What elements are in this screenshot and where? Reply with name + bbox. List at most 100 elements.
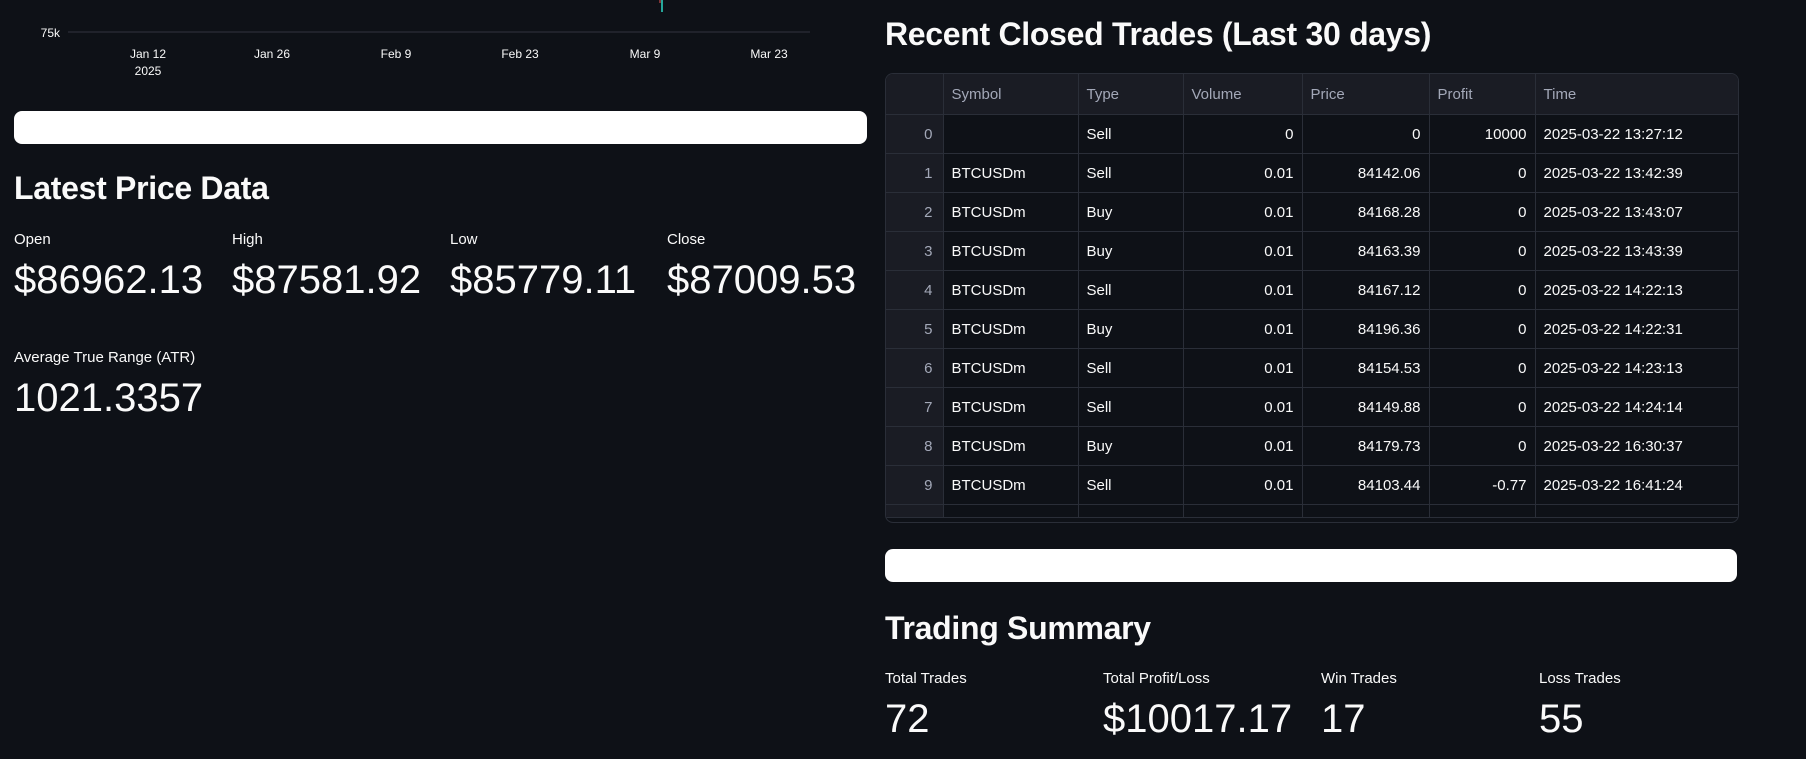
table-row[interactable]: 0 Sell 0 0 10000 2025-03-22 13:27:12: [886, 114, 1738, 154]
time-cell[interactable]: 2025-03-22 13:42:39: [1535, 153, 1738, 193]
table-row[interactable]: 1 BTCUSDm Sell 0.01 84142.06 0 2025-03-22 13:4…: [886, 153, 1738, 193]
price-cell[interactable]: 84103.44: [1302, 465, 1430, 505]
type-cell[interactable]: Sell: [1078, 114, 1184, 154]
type-cell[interactable]: Buy: [1078, 309, 1184, 349]
price-cell[interactable]: 84168.28: [1302, 192, 1430, 232]
volume-cell[interactable]: 0.01: [1183, 426, 1303, 466]
table-row[interactable]: 9 BTCUSDm Sell 0.01 84103.44 -0.77 2025-03-22 …: [886, 465, 1738, 505]
profit-cell[interactable]: 10000: [1429, 114, 1536, 154]
symbol-cell[interactable]: BTCUSDm: [943, 231, 1079, 271]
profit-cell[interactable]: 0: [1429, 426, 1536, 466]
volume-cell[interactable]: 0.01: [1183, 465, 1303, 505]
type-cell[interactable]: Buy: [1078, 192, 1184, 232]
x-tick-label: Feb 23: [501, 47, 539, 61]
profit-cell[interactable]: 0: [1429, 348, 1536, 388]
price-cell[interactable]: 84142.06: [1302, 153, 1430, 193]
column-header-type[interactable]: Type: [1078, 74, 1184, 115]
profit-cell[interactable]: 0: [1429, 153, 1536, 193]
symbol-cell[interactable]: BTCUSDm: [943, 270, 1079, 310]
close-metric: Close $87009.53: [667, 230, 856, 306]
row-index[interactable]: 6: [886, 348, 944, 388]
type-cell[interactable]: Sell: [1078, 348, 1184, 388]
symbol-cell[interactable]: BTCUSDm: [943, 192, 1079, 232]
profit-cell[interactable]: 0: [1429, 231, 1536, 271]
volume-cell[interactable]: 0.01: [1183, 270, 1303, 310]
time-cell[interactable]: 2025-03-22 14:23:13: [1535, 348, 1738, 388]
profit-cell[interactable]: 0: [1429, 309, 1536, 349]
column-header-volume[interactable]: Volume: [1183, 74, 1303, 115]
type-cell[interactable]: Sell: [1078, 387, 1184, 427]
time-cell[interactable]: 2025-03-22 14:22:31: [1535, 309, 1738, 349]
time-cell[interactable]: 2025-03-22 13:43:07: [1535, 192, 1738, 232]
price-cell[interactable]: 84149.88: [1302, 387, 1430, 427]
profit-cell[interactable]: 0: [1429, 270, 1536, 310]
column-header-price[interactable]: Price: [1302, 74, 1430, 115]
trades-table[interactable]: Symbol Type Volume Price Profit Time 0 Se…: [885, 73, 1739, 523]
row-index[interactable]: 1: [886, 153, 944, 193]
type-cell[interactable]: Sell: [1078, 153, 1184, 193]
type-cell[interactable]: Buy: [1078, 426, 1184, 466]
loss-trades-value: 55: [1539, 697, 1584, 741]
volume-cell[interactable]: 0.01: [1183, 231, 1303, 271]
x-tick-label: Jan 12: [130, 47, 166, 61]
profit-cell[interactable]: 0: [1429, 387, 1536, 427]
price-cell[interactable]: 84167.12: [1302, 270, 1430, 310]
price-cell[interactable]: 84179.73: [1302, 426, 1430, 466]
column-header-index[interactable]: [886, 74, 944, 115]
y-tick-label: 75k: [41, 26, 61, 40]
time-cell[interactable]: 2025-03-22 14:24:14: [1535, 387, 1738, 427]
profit-cell[interactable]: -0.77: [1429, 465, 1536, 505]
table-row[interactable]: 6 BTCUSDm Sell 0.01 84154.53 0 2025-03-22 14:2…: [886, 348, 1738, 388]
profit-cell[interactable]: 0: [1429, 192, 1536, 232]
row-index[interactable]: 2: [886, 192, 944, 232]
row-index[interactable]: 7: [886, 387, 944, 427]
symbol-cell[interactable]: [943, 114, 1079, 154]
time-cell[interactable]: 2025-03-22 16:41:24: [1535, 465, 1738, 505]
type-cell[interactable]: Buy: [1078, 231, 1184, 271]
time-cell[interactable]: 2025-03-22 13:27:12: [1535, 114, 1738, 154]
table-row[interactable]: 4 BTCUSDm Sell 0.01 84167.12 0 2025-03-22 14:2…: [886, 270, 1738, 310]
row-index[interactable]: 0: [886, 114, 944, 154]
price-cell[interactable]: 84196.36: [1302, 309, 1430, 349]
symbol-cell[interactable]: BTCUSDm: [943, 348, 1079, 388]
symbol-cell[interactable]: BTCUSDm: [943, 387, 1079, 427]
volume-cell[interactable]: 0.01: [1183, 387, 1303, 427]
type-cell[interactable]: Sell: [1078, 465, 1184, 505]
time-cell[interactable]: 2025-03-22 16:30:37: [1535, 426, 1738, 466]
table-row[interactable]: 7 BTCUSDm Sell 0.01 84149.88 0 2025-03-22 14:2…: [886, 387, 1738, 427]
table-row[interactable]: 2 BTCUSDm Buy 0.01 84168.28 0 2025-03-22 13:43…: [886, 192, 1738, 232]
price-cell[interactable]: 0: [1302, 114, 1430, 154]
symbol-cell[interactable]: BTCUSDm: [943, 153, 1079, 193]
symbol-cell[interactable]: BTCUSDm: [943, 465, 1079, 505]
price-cell[interactable]: 84163.39: [1302, 231, 1430, 271]
symbol-cell[interactable]: BTCUSDm: [943, 426, 1079, 466]
volume-cell[interactable]: 0.01: [1183, 309, 1303, 349]
column-header-time[interactable]: Time: [1535, 74, 1738, 115]
volume-cell[interactable]: 0.01: [1183, 153, 1303, 193]
volume-cell[interactable]: 0.01: [1183, 192, 1303, 232]
column-header-profit[interactable]: Profit: [1429, 74, 1536, 115]
type-cell[interactable]: Sell: [1078, 270, 1184, 310]
price-cell[interactable]: 84154.53: [1302, 348, 1430, 388]
row-index[interactable]: 4: [886, 270, 944, 310]
row-index[interactable]: 8: [886, 426, 944, 466]
row-index[interactable]: 9: [886, 465, 944, 505]
price-chart[interactable]: 75k Jan 12 2025 Jan 26 Feb 9 Feb 23 Mar 9 Mar …: [0, 0, 870, 90]
symbol-cell[interactable]: BTCUSDm: [943, 309, 1079, 349]
table-row[interactable]: 5 BTCUSDm Buy 0.01 84196.36 0 2025-03-22 14:22…: [886, 309, 1738, 349]
volume-cell[interactable]: 0: [1183, 114, 1303, 154]
total-trades-label: Total Trades: [885, 670, 967, 687]
high-metric: High $87581.92: [232, 230, 421, 306]
total-profit-metric: Total Profit/Loss $10017.17: [1103, 669, 1292, 745]
table-row[interactable]: 3 BTCUSDm Buy 0.01 84163.39 0 2025-03-22 13:43…: [886, 231, 1738, 271]
time-cell[interactable]: 2025-03-22 14:22:13: [1535, 270, 1738, 310]
row-index[interactable]: 3: [886, 231, 944, 271]
table-row[interactable]: 8 BTCUSDm Buy 0.01 84179.73 0 2025-03-22 16:30…: [886, 426, 1738, 466]
time-cell[interactable]: 2025-03-22 13:43:39: [1535, 231, 1738, 271]
partial-cell: [1302, 504, 1430, 518]
open-label: Open: [14, 231, 51, 248]
volume-cell[interactable]: 0.01: [1183, 348, 1303, 388]
column-header-symbol[interactable]: Symbol: [943, 74, 1079, 115]
row-index[interactable]: 5: [886, 309, 944, 349]
total-profit-value: $10017.17: [1103, 697, 1293, 741]
